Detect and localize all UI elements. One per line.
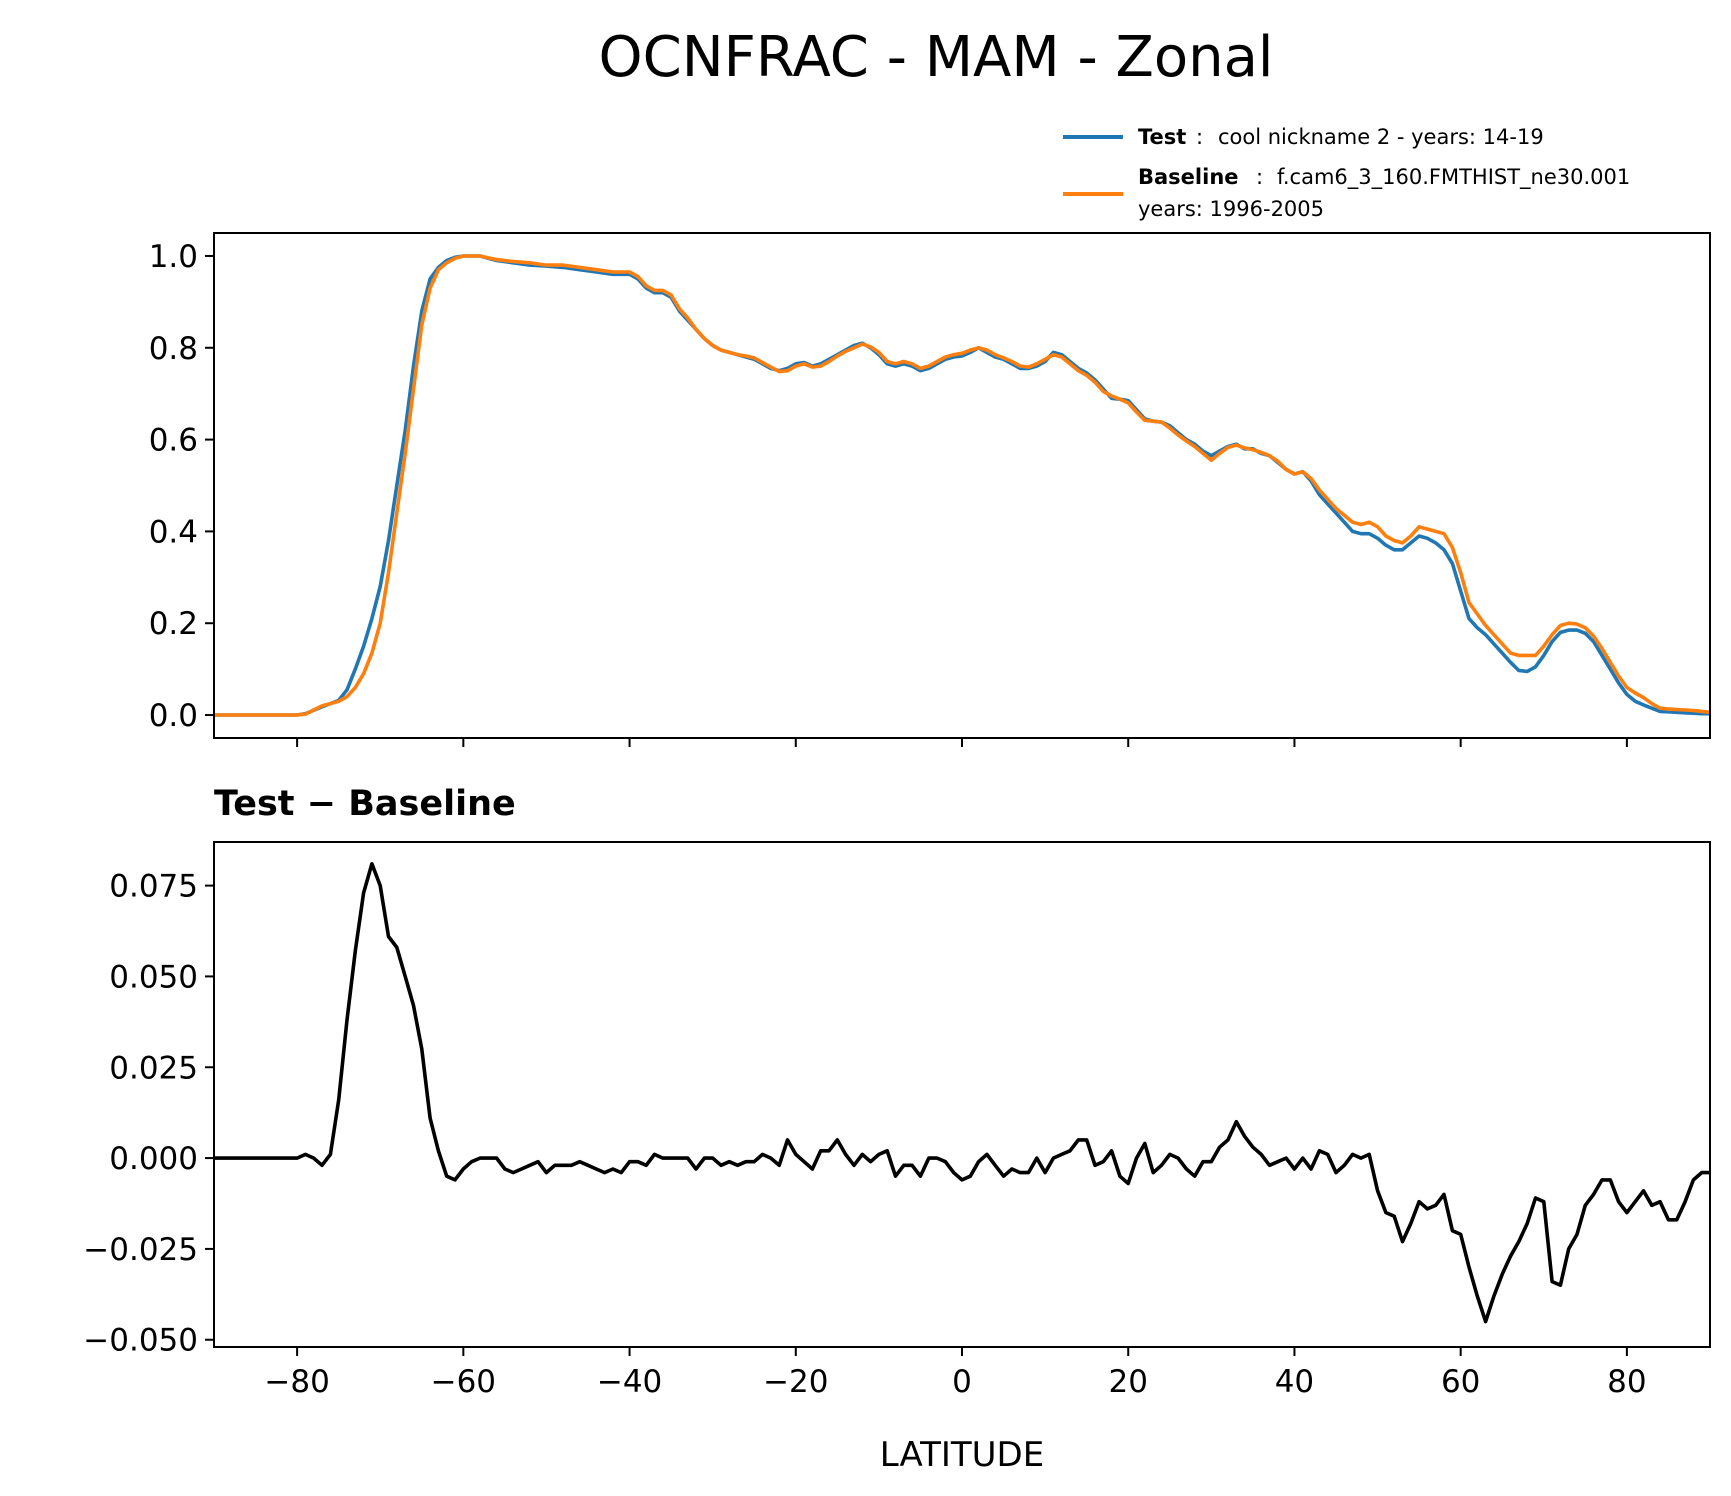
bottom-x-tick-label: 80: [1607, 1364, 1646, 1400]
top-y-ticks: 0.0 0.2 0.4 0.6 0.8 1.0: [149, 239, 214, 734]
top-plot-frame: [213, 232, 1711, 739]
bottom-x-tick-label: 40: [1275, 1364, 1314, 1400]
bottom-series-diff: [214, 862, 1710, 1324]
legend-baseline-text-years: years: 1996-2005: [1138, 197, 1324, 221]
top-y-tick-label: 0.6: [149, 423, 198, 459]
bottom-x-tick-label: −40: [597, 1364, 662, 1400]
top-panel: 0.0 0.2 0.4 0.6 0.8 1.0: [149, 232, 1711, 747]
x-axis-label: LATITUDE: [880, 1435, 1044, 1475]
bottom-y-tick-label: 0.000: [109, 1141, 198, 1177]
bottom-x-ticks: −80 −60 −40 −20 0 20 40 60 80: [264, 1347, 1647, 1400]
bottom-y-tick-label: −0.025: [83, 1232, 198, 1268]
top-y-tick-label: 1.0: [149, 239, 198, 275]
series-line-difference: [214, 862, 1710, 1324]
chart-title: OCNFRAC - MAM - Zonal: [599, 25, 1274, 90]
top-y-tick-label: 0.4: [149, 514, 198, 550]
legend-baseline-separator: :: [1256, 165, 1263, 189]
legend: Test : cool nickname 2 - years: 14-19 Ba…: [1063, 125, 1630, 221]
series-line-baseline: [214, 254, 1711, 717]
diff-panel-title: Test − Baseline: [214, 784, 516, 824]
bottom-plot-frame: [213, 841, 1711, 1348]
top-series-baseline: [214, 254, 1711, 717]
bottom-x-tick-label: 60: [1441, 1364, 1480, 1400]
bottom-x-tick-label: 0: [952, 1364, 972, 1400]
bottom-y-tick-label: −0.050: [83, 1323, 198, 1359]
legend-test-separator: :: [1196, 125, 1203, 149]
bottom-y-ticks: −0.050 −0.025 0.000 0.025 0.050 0.075: [83, 869, 214, 1359]
top-x-ticks: [296, 738, 1628, 747]
bottom-panel: Test − Baseline −0.050 −0.025 0.000 0.025 0.…: [83, 784, 1711, 1475]
top-y-tick-label: 0.2: [149, 606, 198, 642]
bottom-x-tick-label: −60: [431, 1364, 496, 1400]
top-y-tick-label: 0.8: [149, 331, 198, 367]
bottom-x-tick-label: −80: [264, 1364, 329, 1400]
legend-baseline-label: Baseline: [1138, 165, 1239, 189]
top-y-tick-label: 0.0: [149, 698, 198, 734]
bottom-x-tick-label: 20: [1108, 1364, 1147, 1400]
bottom-x-tick-label: −20: [763, 1364, 828, 1400]
legend-baseline-text: f.cam6_3_160.FMTHIST_ne30.001: [1277, 165, 1630, 190]
bottom-y-tick-label: 0.025: [109, 1050, 198, 1086]
legend-test-text: cool nickname 2 - years: 14-19: [1218, 125, 1544, 149]
legend-test-label: Test: [1138, 125, 1186, 149]
bottom-y-tick-label: 0.050: [109, 959, 198, 995]
bottom-y-tick-label: 0.075: [109, 869, 198, 905]
